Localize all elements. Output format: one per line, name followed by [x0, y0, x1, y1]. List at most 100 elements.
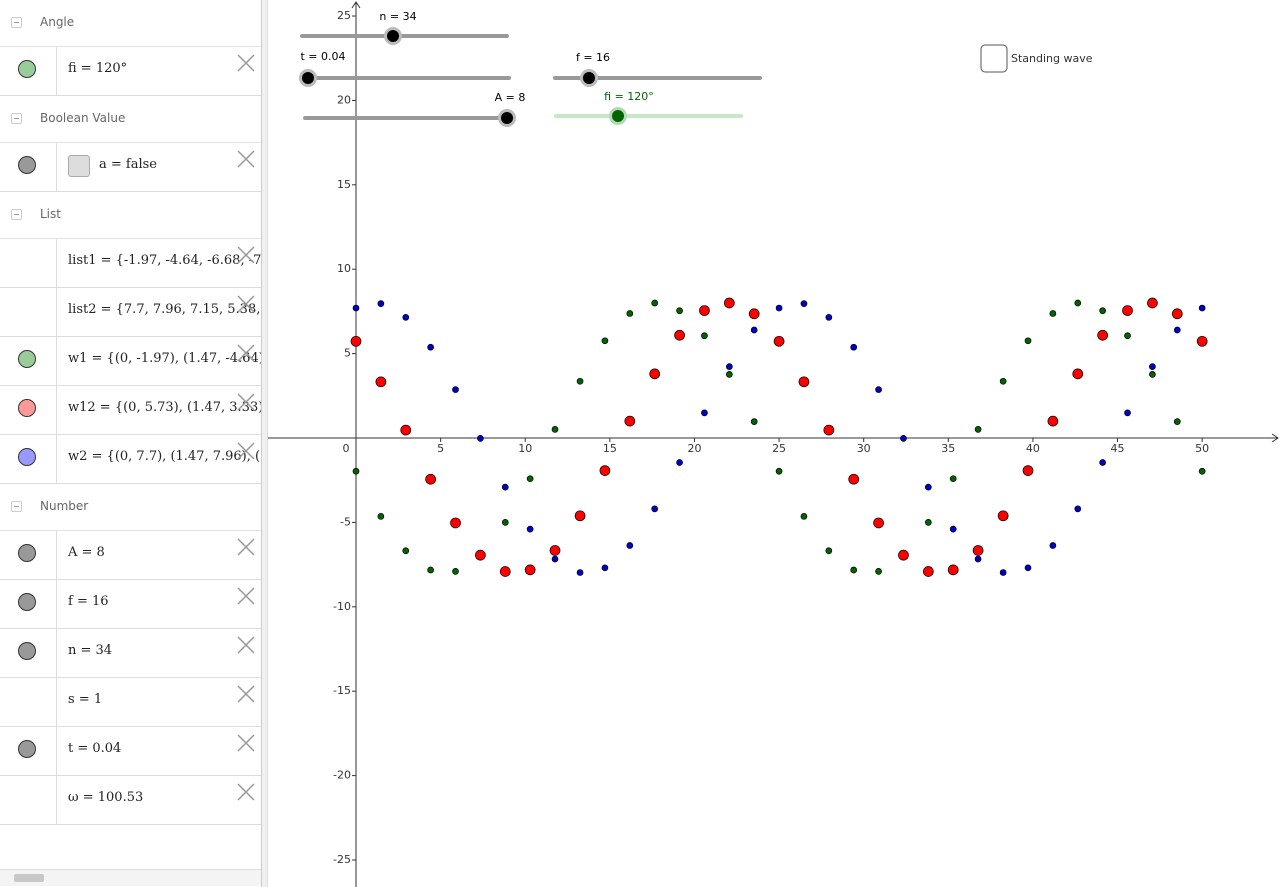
x-icon	[237, 685, 255, 703]
x-tick-label: 40	[1026, 442, 1040, 455]
point	[402, 547, 410, 555]
visibility-toggle[interactable]	[18, 350, 36, 368]
slider-knob[interactable]	[583, 72, 595, 84]
point	[551, 555, 559, 563]
delete-button[interactable]	[236, 294, 256, 314]
algebra-row[interactable]: w12 = {(0, 5.73), (1.47, 3.33), (2	[0, 386, 261, 435]
slider-knob[interactable]	[302, 72, 314, 84]
delete-button[interactable]	[236, 149, 256, 169]
point	[651, 505, 659, 513]
point	[674, 329, 685, 341]
x-tick-label: 20	[687, 442, 701, 455]
point	[549, 545, 561, 556]
delete-button[interactable]	[236, 392, 256, 412]
point	[477, 435, 484, 442]
collapse-toggle[interactable]	[11, 501, 22, 512]
point	[1173, 326, 1181, 334]
slider-knob[interactable]	[387, 30, 399, 42]
visibility-toggle[interactable]	[18, 60, 36, 78]
x-tick-label: 5	[437, 442, 444, 455]
point	[701, 409, 708, 417]
algebra-row[interactable]: fi = 120°	[0, 47, 261, 96]
visibility-toggle[interactable]	[18, 593, 36, 611]
visibility-toggle[interactable]	[18, 642, 36, 660]
collapse-toggle[interactable]	[11, 113, 22, 124]
definition[interactable]: n = 34	[68, 643, 113, 658]
algebra-row[interactable]: t = 0.04	[0, 727, 261, 776]
point	[775, 467, 783, 475]
point	[1074, 505, 1082, 513]
x-icon	[237, 393, 255, 411]
algebra-row[interactable]: n = 34	[0, 629, 261, 678]
visibility-toggle[interactable]	[18, 399, 36, 417]
algebra-row[interactable]: list1 = {-1.97, -4.64, -6.68, -7.82	[0, 239, 261, 288]
visibility-toggle[interactable]	[18, 740, 36, 758]
point	[400, 424, 412, 436]
y-tick-label: 10	[337, 262, 351, 275]
checkbox[interactable]	[980, 44, 1008, 73]
delete-button[interactable]	[236, 343, 256, 363]
definition[interactable]: t = 0.04	[68, 741, 122, 756]
delete-button[interactable]	[236, 684, 256, 704]
definition[interactable]: s = 1	[68, 692, 103, 707]
delete-button[interactable]	[236, 733, 256, 753]
algebra-row[interactable]: ω = 100.53	[0, 776, 261, 825]
slider-label: t = 0.04	[300, 50, 345, 63]
collapse-toggle[interactable]	[11, 17, 22, 28]
slider-knob[interactable]	[501, 112, 513, 124]
definition[interactable]: w2 = {(0, 7.7), (1.47, 7.96), (2.9	[68, 449, 262, 464]
x-icon	[237, 636, 255, 654]
collapse-toggle[interactable]	[11, 209, 22, 220]
scroll-thumb[interactable]	[14, 874, 44, 882]
delete-button[interactable]	[236, 635, 256, 655]
marble-cell	[0, 143, 57, 191]
delete-button[interactable]	[236, 782, 256, 802]
algebra-row[interactable]: w2 = {(0, 7.7), (1.47, 7.96), (2.9	[0, 435, 261, 484]
definition[interactable]: f = 16	[68, 594, 109, 609]
algebra-row[interactable]: list2 = {7.7, 7.96, 7.15, 5.38, 2.8	[0, 288, 261, 337]
point	[1074, 299, 1082, 307]
group-header: Boolean Value	[0, 96, 261, 143]
definition[interactable]: list1 = {-1.97, -4.64, -6.68, -7.82	[68, 253, 262, 268]
visibility-toggle[interactable]	[18, 544, 36, 562]
point	[924, 483, 932, 491]
definition[interactable]: fi = 120°	[68, 61, 128, 76]
marble-cell	[0, 337, 57, 385]
delete-button[interactable]	[236, 245, 256, 265]
x-icon	[237, 295, 255, 313]
definition[interactable]: A = 8	[68, 545, 105, 560]
point	[1173, 418, 1181, 425]
x-axis-arrow	[1271, 433, 1279, 443]
boolean-checkbox[interactable]	[68, 155, 90, 177]
algebra-row[interactable]: w1 = {(0, -1.97), (1.47, -4.64), (	[0, 337, 261, 386]
marble-cell	[0, 580, 57, 628]
slider-knob[interactable]	[612, 110, 624, 122]
point	[997, 510, 1009, 522]
definition[interactable]: w12 = {(0, 5.73), (1.47, 3.33), (2	[68, 400, 261, 415]
slider-label: n = 34	[379, 10, 416, 23]
visibility-toggle[interactable]	[18, 448, 36, 466]
point	[1072, 368, 1084, 380]
group-header: List	[0, 192, 261, 239]
delete-button[interactable]	[236, 53, 256, 73]
algebra-row[interactable]: A = 8	[0, 531, 261, 580]
visibility-toggle[interactable]	[18, 156, 36, 174]
algebra-row[interactable]: f = 16	[0, 580, 261, 629]
delete-button[interactable]	[236, 441, 256, 461]
definition[interactable]: a = false	[99, 157, 157, 172]
delete-button[interactable]	[236, 586, 256, 606]
definition[interactable]: list2 = {7.7, 7.96, 7.15, 5.38, 2.8	[68, 302, 261, 317]
point	[725, 371, 733, 378]
view-divider[interactable]	[262, 0, 268, 887]
point	[450, 517, 461, 529]
horizontal-scrollbar[interactable]	[0, 869, 261, 886]
definition[interactable]: w1 = {(0, -1.97), (1.47, -4.64), (	[68, 351, 262, 366]
delete-button[interactable]	[236, 537, 256, 557]
point	[974, 426, 982, 433]
group-title: Boolean Value	[40, 111, 126, 125]
algebra-row[interactable]: a = false	[0, 143, 261, 192]
algebra-row[interactable]: s = 1	[0, 678, 261, 727]
definition[interactable]: ω = 100.53	[68, 790, 144, 805]
